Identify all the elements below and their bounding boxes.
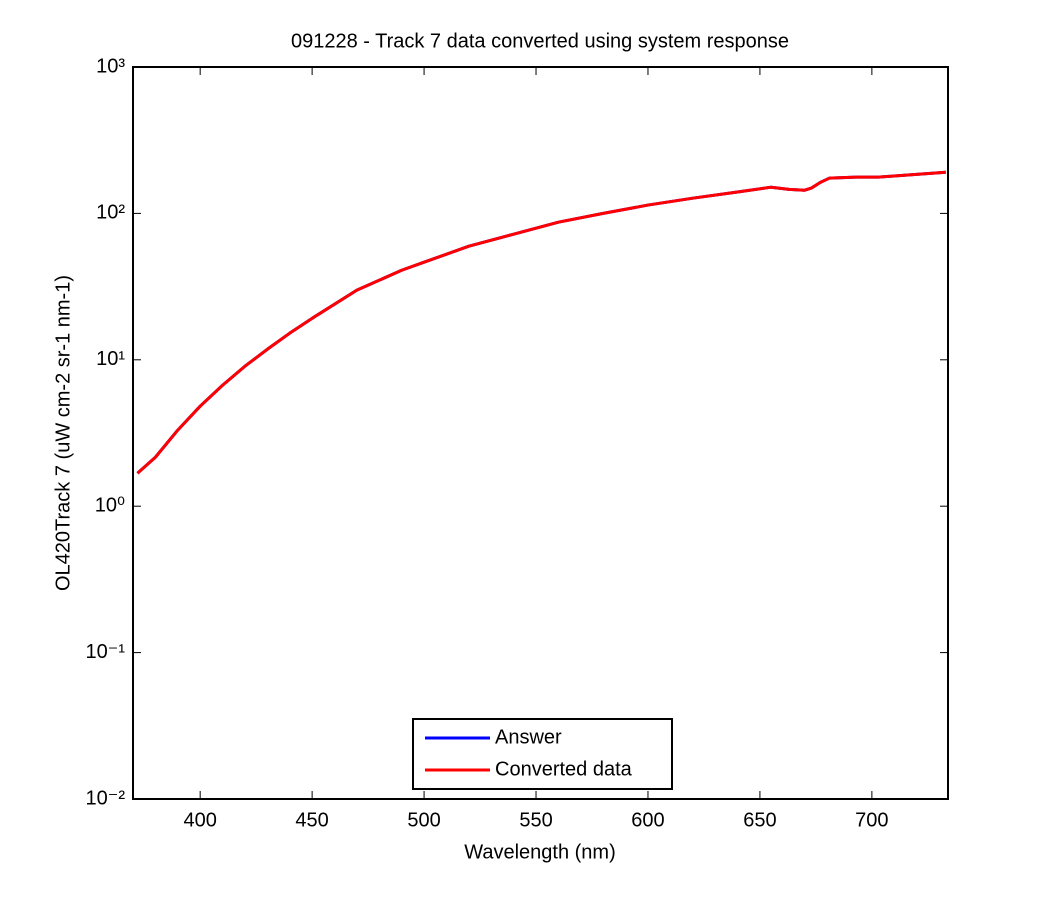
y-tick-label: 10⁰: [95, 494, 125, 516]
y-tick-label: 10⁻²: [86, 787, 126, 809]
y-tick-label: 10³: [96, 55, 125, 77]
plot-area: [132, 66, 949, 800]
series-line: [136, 170, 946, 475]
y-axis-label: OL420Track 7 (uW cm-2 sr-1 nm-1): [52, 275, 74, 591]
x-tick-label: 450: [295, 809, 328, 831]
legend-box: [412, 718, 673, 790]
x-tick-label: 700: [855, 809, 888, 831]
y-tick-label: 10¹: [96, 348, 125, 370]
y-tick-label: 10⁻¹: [86, 641, 126, 663]
legend-label: Answer: [495, 726, 562, 748]
x-tick-label: 550: [519, 809, 552, 831]
x-tick-label: 400: [183, 809, 216, 831]
y-tick-label: 10²: [96, 202, 125, 224]
legend-label: Converted data: [495, 758, 633, 780]
x-axis-label: Wavelength (nm): [464, 841, 616, 863]
x-tick-label: 500: [407, 809, 440, 831]
x-tick-label: 650: [743, 809, 776, 831]
x-tick-label: 600: [631, 809, 664, 831]
chart-title: 091228 - Track 7 data converted using sy…: [291, 30, 789, 52]
